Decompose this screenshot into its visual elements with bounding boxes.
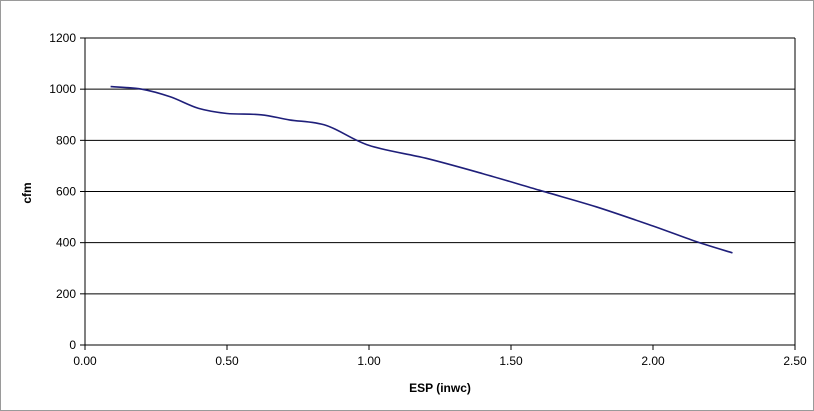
y-tick-label-800: 800 bbox=[56, 133, 76, 147]
grid-lines bbox=[85, 37, 795, 295]
y-tick-label-400: 400 bbox=[56, 236, 76, 250]
tick-labels: 0 200 400 600 800 1000 1200 0.00 0.50 1.00 1.50 2.0… bbox=[49, 31, 807, 368]
y-tick-label-0: 0 bbox=[69, 338, 76, 352]
series-line-0 bbox=[110, 85, 733, 254]
x-tick-label-0.50: 0.50 bbox=[215, 354, 239, 368]
x-tick-label-1.50: 1.50 bbox=[499, 354, 523, 368]
y-tick-label-1200: 1200 bbox=[49, 31, 76, 45]
x-tick-label-2.50: 2.50 bbox=[783, 354, 807, 368]
x-axis-title: ESP (inwc) bbox=[409, 381, 471, 395]
x-tick-label-2.00: 2.00 bbox=[641, 354, 665, 368]
y-tick-label-200: 200 bbox=[56, 287, 76, 301]
axes bbox=[80, 37, 796, 350]
y-tick-label-1000: 1000 bbox=[49, 82, 76, 96]
y-tick-label-600: 600 bbox=[56, 185, 76, 199]
series-layer bbox=[110, 85, 733, 254]
x-tick-label-0.00: 0.00 bbox=[73, 354, 97, 368]
y-axis-title: cfm bbox=[20, 182, 34, 203]
x-tick-label-1.00: 1.00 bbox=[357, 354, 381, 368]
